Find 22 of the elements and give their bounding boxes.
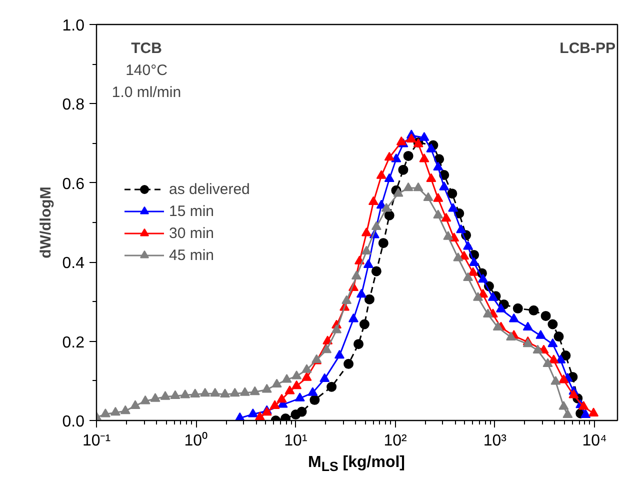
y-tick-label: 0.0 — [62, 414, 85, 430]
y-tick-label: 0.2 — [62, 334, 85, 352]
y-axis-title: dW/dlogM — [37, 186, 54, 258]
y-tick-label: 0.4 — [62, 255, 85, 272]
y-tick-label: 1.0 — [62, 18, 85, 34]
legend-label: 15 min — [169, 202, 214, 220]
legend-label: 45 min — [169, 246, 214, 264]
y-tick-label: 0.6 — [62, 176, 85, 193]
x-tick-label: 10⁰ — [184, 432, 208, 450]
x-tick-label: 10² — [384, 432, 408, 450]
x-tick-label: 10¹ — [284, 432, 308, 450]
annotation: 1.0 ml/min — [112, 84, 182, 101]
x-tick-label: 10⁻¹ — [82, 432, 111, 450]
legend-label: as delivered — [169, 180, 250, 198]
annotation: LCB-PP — [560, 40, 616, 57]
x-tick-label: 10⁴ — [582, 432, 608, 450]
y-tick-label: 0.8 — [62, 96, 85, 114]
legend-label: 30 min — [169, 224, 214, 242]
annotation: 140°C — [126, 62, 168, 79]
x-tick-label: 10³ — [483, 432, 508, 450]
x-axis-title: M$_{LS}$ [kg/mol] — [308, 453, 406, 476]
annotation: TCB — [131, 40, 162, 57]
